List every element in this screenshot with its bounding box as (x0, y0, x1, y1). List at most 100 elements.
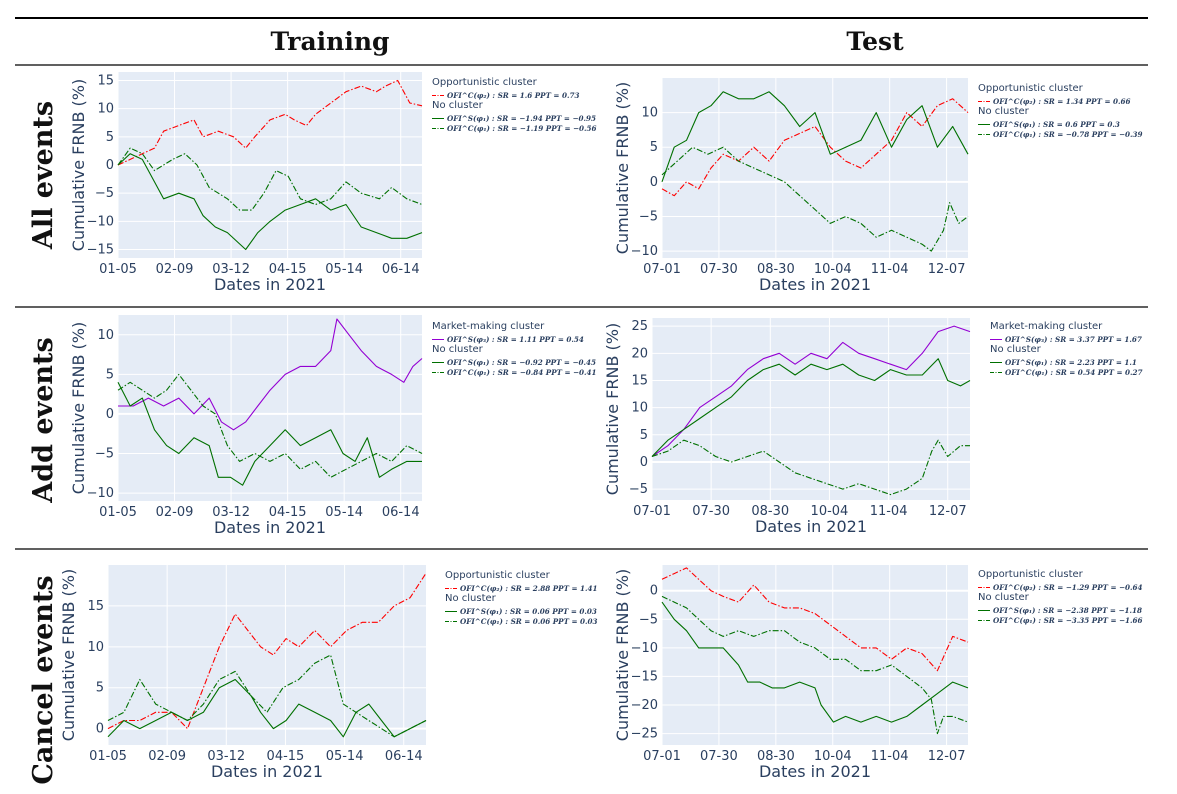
x-tick-label: 12-07 (928, 749, 966, 764)
x-tick-label: 05-14 (325, 505, 363, 520)
x-tick-label: 07-01 (643, 262, 681, 277)
legend-entry: OFI^S(φ₃) : SR = 3.37 PPT = 1.67 (1005, 335, 1142, 344)
plot-background (118, 315, 422, 501)
y-tick-label: 10 (97, 102, 114, 117)
y-tick-label: 10 (631, 401, 648, 416)
series-line-1 (107, 678, 427, 738)
y-tick-label: −15 (631, 669, 658, 684)
y-tick-label: 10 (87, 640, 104, 655)
series-line-2 (661, 146, 969, 252)
chart-all-train: 01-05 02-09 03-12 04-15 05-14 06-14 −15 −10 −5 0 5… (69, 72, 597, 294)
chart-panels: 01-05 02-09 03-12 04-15 05-14 06-14−15−10−505… (59, 72, 1143, 781)
x-tick-label: 06-14 (382, 262, 420, 277)
x-tick-label: 01-05 (99, 262, 137, 277)
x-tick-label: 07-01 (633, 504, 671, 519)
x-tick-label: 07-01 (643, 749, 681, 764)
y-tick-label: −10 (87, 486, 114, 501)
legend-entry: OFI^C(φ₂) : SR = 1.6 PPT = 0.73 (447, 91, 579, 100)
plot-background (652, 318, 970, 500)
x-axis-label: Dates in 2021 (211, 762, 323, 781)
chart-cancel-train: 01-05 02-09 03-12 04-15 05-14 06-14 0 5 10 15 Date… (59, 565, 597, 781)
series-line-0 (661, 98, 969, 197)
x-tick-label: 02-09 (148, 749, 186, 764)
y-tick-label: 0 (106, 158, 114, 173)
legend-entry: OFI^C(φ₁) : SR = −1.19 PPT = −0.56 (447, 124, 597, 133)
plot-background (662, 565, 968, 745)
x-tick-label: 10-04 (811, 504, 849, 519)
x-tick-label: 08-30 (757, 262, 795, 277)
column-title-test: Test (846, 27, 904, 56)
y-tick-label: 10 (97, 328, 114, 343)
y-tick-label: −5 (639, 612, 658, 627)
row-title-cancel-events: Cancel events (28, 575, 59, 784)
series-line-0 (107, 572, 427, 730)
legend-entry: OFI^C(φ₂) : SR = 1.34 PPT = 0.66 (993, 97, 1130, 106)
series-line-0 (117, 79, 423, 166)
x-tick-label: 12-07 (928, 262, 966, 277)
y-tick-label: −10 (631, 641, 658, 656)
y-tick-label: −20 (631, 698, 658, 713)
x-tick-label: 08-30 (757, 749, 795, 764)
y-tick-label: 0 (640, 455, 648, 470)
legend-title: No cluster (990, 344, 1042, 355)
x-tick-label: 06-14 (382, 505, 420, 520)
legend-entry: OFI^S(φ₁) : SR = −0.92 PPT = −0.45 (447, 358, 596, 367)
x-axis-label: Dates in 2021 (759, 275, 871, 294)
series-line-0 (118, 318, 423, 431)
y-tick-label: 0 (96, 722, 104, 737)
chart-cancel-test: 07-01 07-30 08-30 10-04 11-04 12-07 −25 −20 −15 −… (613, 565, 1143, 781)
y-axis-label: Cumulative FRNB (%) (69, 322, 88, 494)
x-axis-label: Dates in 2021 (759, 762, 871, 781)
legend-entry: OFI^S(φ₁) : SR = 2.23 PPT = 1.1 (1005, 358, 1137, 367)
series-line-1 (117, 382, 422, 486)
x-tick-label: 11-04 (870, 504, 908, 519)
x-tick-label: 04-15 (269, 262, 307, 277)
series-line-1 (661, 91, 969, 182)
legend-entry: OFI^S(φ₁) : SR = −1.94 PPT = −0.95 (447, 114, 596, 123)
series-line-2 (107, 654, 427, 738)
y-tick-label: 20 (631, 346, 648, 361)
y-tick-label: −5 (639, 209, 658, 224)
legend-entry: OFI^C(φ₁) : SR = −0.78 PPT = −0.39 (993, 130, 1143, 139)
x-tick-label: 11-04 (871, 262, 909, 277)
x-tick-label: 08-30 (751, 504, 789, 519)
y-axis-label: Cumulative FRNB (%) (613, 569, 632, 741)
x-tick-label: 03-12 (212, 505, 250, 520)
y-tick-label: 5 (650, 140, 658, 155)
y-tick-label: 10 (641, 106, 658, 121)
plot-background (662, 78, 968, 258)
x-axis-label: Dates in 2021 (214, 518, 326, 537)
series-line-0 (651, 325, 971, 457)
y-tick-label: 0 (650, 175, 658, 190)
x-tick-label: 02-09 (156, 262, 194, 277)
legend-title: No cluster (978, 592, 1030, 603)
x-tick-label: 01-05 (89, 749, 127, 764)
legend-title: Market-making cluster (432, 321, 545, 332)
series-line-2 (117, 147, 423, 211)
x-tick-label: 07-30 (700, 262, 738, 277)
legend-title: No cluster (432, 344, 484, 355)
y-tick-label: 25 (631, 319, 648, 334)
y-tick-label: 15 (87, 599, 104, 614)
series-line-1 (117, 153, 423, 251)
legend-entry: OFI^S(φ₁) : SR = −2.38 PPT = −1.18 (993, 606, 1142, 615)
x-tick-label: 02-09 (156, 505, 194, 520)
legend-entry: OFI^S(φ₁) : SR = 0.06 PPT = 0.03 (460, 607, 597, 616)
legend-entry: OFI^S(φ₃) : SR = 1.11 PPT = 0.54 (447, 335, 584, 344)
x-tick-label: 05-14 (326, 749, 364, 764)
series-line-1 (651, 358, 971, 457)
legend-entry: OFI^C(φ₂) : SR = −1.29 PPT = −0.64 (993, 583, 1143, 592)
legend-title: Opportunistic cluster (432, 77, 538, 88)
series-line-0 (661, 567, 969, 672)
x-tick-label: 07-30 (700, 749, 738, 764)
series-line-2 (661, 595, 969, 735)
x-tick-label: 03-12 (207, 749, 245, 764)
y-tick-label: 0 (650, 584, 658, 599)
y-axis-label: Cumulative FRNB (%) (603, 323, 622, 495)
x-tick-label: 06-14 (385, 749, 423, 764)
row-title-add-events: Add events (28, 337, 59, 503)
legend-title: No cluster (445, 593, 497, 604)
y-tick-label: −5 (95, 186, 114, 201)
y-tick-label: −25 (631, 727, 658, 742)
